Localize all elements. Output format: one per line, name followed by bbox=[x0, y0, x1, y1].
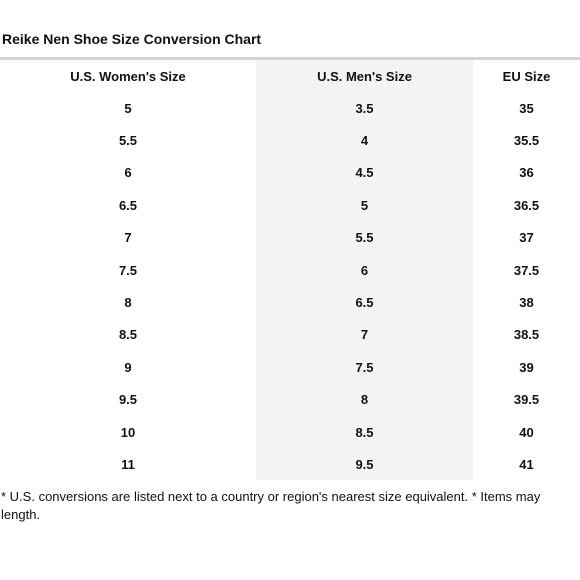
mens-size-cell: 6.5 bbox=[355, 295, 374, 311]
table-row: 8.5 7 38.5 bbox=[0, 319, 580, 351]
eu-size-cell: 41 bbox=[519, 456, 534, 472]
mens-size-cell: 8.5 bbox=[355, 424, 374, 440]
table-row: 9.5 8 39.5 bbox=[0, 384, 580, 416]
table-row: 6.5 5 36.5 bbox=[0, 189, 580, 221]
womens-size-cell: 6 bbox=[124, 165, 132, 181]
header-divider bbox=[0, 57, 580, 60]
womens-size-cell: 9.5 bbox=[118, 392, 138, 408]
table-row: 5 3.5 35 bbox=[0, 92, 580, 124]
eu-size-cell: 37.5 bbox=[513, 262, 540, 278]
eu-size-cell: 39.5 bbox=[513, 392, 540, 408]
column-header-eu: EU Size bbox=[502, 68, 551, 84]
eu-size-cell: 35.5 bbox=[513, 133, 540, 149]
eu-size-cell: 35 bbox=[519, 100, 534, 116]
table-header-row: U.S. Women's Size U.S. Men's Size EU Siz… bbox=[0, 60, 580, 92]
table-row: 10 8.5 40 bbox=[0, 416, 580, 448]
mens-size-cell: 8 bbox=[360, 392, 369, 408]
column-header-womens: U.S. Women's Size bbox=[70, 68, 186, 84]
womens-size-cell: 7 bbox=[124, 230, 132, 246]
womens-size-cell: 7.5 bbox=[118, 262, 138, 278]
table-row: 7.5 6 37.5 bbox=[0, 254, 580, 286]
womens-size-cell: 5.5 bbox=[118, 133, 138, 149]
mens-size-cell: 7.5 bbox=[355, 359, 374, 375]
mens-size-cell: 5.5 bbox=[355, 230, 374, 246]
page-title: Reike Nen Shoe Size Conversion Chart bbox=[2, 31, 262, 47]
womens-size-cell: 8 bbox=[124, 295, 132, 311]
eu-size-cell: 38.5 bbox=[513, 327, 540, 343]
womens-size-cell: 5 bbox=[124, 100, 132, 116]
footnote-line-2: length. bbox=[1, 507, 41, 522]
eu-size-cell: 38 bbox=[519, 295, 534, 311]
eu-size-cell: 40 bbox=[519, 424, 534, 440]
table-row: 11 9.5 41 bbox=[0, 448, 580, 480]
mens-size-cell: 5 bbox=[360, 197, 369, 213]
column-header-mens: U.S. Men's Size bbox=[317, 68, 412, 84]
eu-size-cell: 39 bbox=[519, 359, 534, 375]
mens-size-cell: 9.5 bbox=[355, 456, 374, 472]
mens-size-cell: 4 bbox=[360, 133, 369, 149]
table-body: 5 3.5 35 5.5 4 35.5 6 4.5 36 6.5 5 36.5 7 5.5 37 7.5 6 37… bbox=[0, 92, 580, 481]
table-row: 6 4.5 36 bbox=[0, 157, 580, 189]
table-row: 7 5.5 37 bbox=[0, 222, 580, 254]
footnote-line-1: * U.S. conversions are listed next to a … bbox=[1, 489, 541, 504]
mens-size-cell: 6 bbox=[360, 262, 369, 278]
womens-size-cell: 10 bbox=[120, 424, 136, 440]
womens-size-cell: 8.5 bbox=[118, 327, 138, 343]
table-row: 5.5 4 35.5 bbox=[0, 124, 580, 156]
womens-size-cell: 6.5 bbox=[118, 197, 138, 213]
size-conversion-table: U.S. Women's Size U.S. Men's Size EU Siz… bbox=[0, 60, 580, 481]
footnote: * U.S. conversions are listed next to a … bbox=[1, 488, 580, 524]
mens-size-cell: 7 bbox=[360, 327, 369, 343]
eu-size-cell: 36 bbox=[519, 165, 534, 181]
eu-size-cell: 36.5 bbox=[513, 197, 540, 213]
table-row: 8 6.5 38 bbox=[0, 286, 580, 318]
table-row: 9 7.5 39 bbox=[0, 351, 580, 383]
womens-size-cell: 11 bbox=[121, 456, 135, 472]
mens-size-cell: 3.5 bbox=[355, 100, 374, 116]
mens-column-shading bbox=[256, 60, 473, 480]
eu-size-cell: 37 bbox=[519, 230, 534, 246]
mens-size-cell: 4.5 bbox=[355, 165, 374, 181]
womens-size-cell: 9 bbox=[124, 359, 132, 375]
